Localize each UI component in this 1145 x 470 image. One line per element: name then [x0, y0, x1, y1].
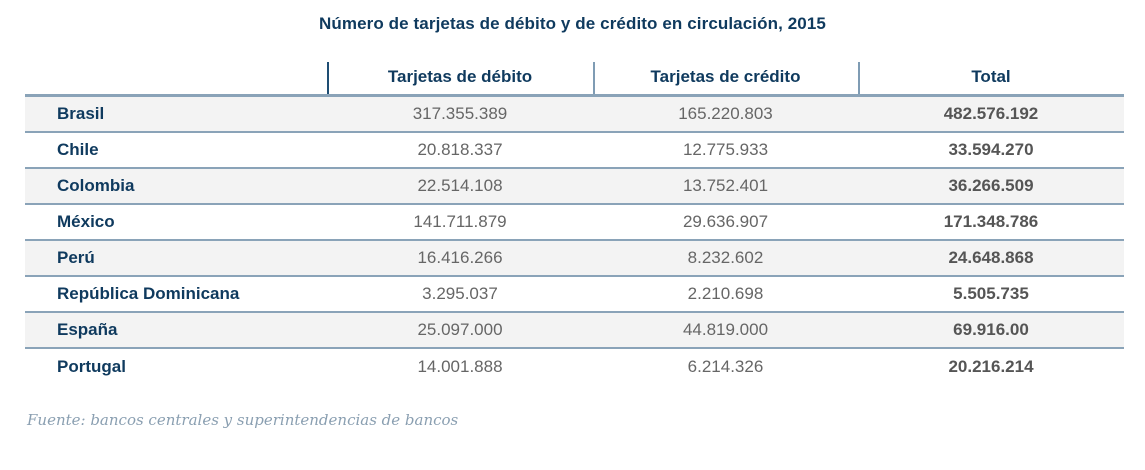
total-cell: 33.594.270	[948, 140, 1034, 159]
credit-cell: 44.819.000	[682, 320, 769, 339]
table-title: Número de tarjetas de débito y de crédit…	[319, 14, 826, 33]
total-cell: 5.505.735	[953, 284, 1029, 303]
total-cell: 171.348.786	[943, 212, 1039, 231]
debit-cell: 25.097.000	[417, 320, 503, 339]
country-cell: Chile	[57, 140, 99, 159]
total-cell: 69.916.00	[953, 320, 1029, 339]
total-cell: 482.576.192	[943, 104, 1039, 123]
header-country	[25, 62, 327, 94]
debit-cell: 20.818.337	[417, 140, 503, 159]
credit-cell: 29.636.907	[682, 212, 769, 231]
table-row: Colombia 22.514.108 13.752.401 36.266.50…	[25, 169, 1124, 205]
credit-cell: 8.232.602	[687, 248, 764, 267]
debit-cell: 22.514.108	[417, 176, 503, 195]
header-debit: Tarjetas de débito	[387, 67, 533, 86]
header-credit: Tarjetas de crédito	[650, 67, 801, 86]
debit-cell: 14.001.888	[417, 357, 503, 376]
total-cell: 20.216.214	[948, 357, 1034, 376]
debit-cell: 3.295.037	[422, 284, 498, 303]
debit-cell: 16.416.266	[417, 248, 503, 267]
table-row: Perú 16.416.266 8.232.602 24.648.868	[25, 241, 1124, 277]
header-total: Total	[971, 67, 1011, 86]
source-note: Fuente: bancos centrales y superintenden…	[27, 411, 459, 429]
credit-cell: 2.210.698	[687, 284, 764, 303]
table-row: República Dominicana 3.295.037 2.210.698…	[25, 277, 1124, 313]
table-row: México 141.711.879 29.636.907 171.348.78…	[25, 205, 1124, 241]
credit-cell: 12.775.933	[682, 140, 769, 159]
table-row: Chile 20.818.337 12.775.933 33.594.270	[25, 133, 1124, 169]
table-row: Portugal 14.001.888 6.214.326 20.216.214	[25, 349, 1124, 385]
country-cell: República Dominicana	[57, 284, 240, 303]
total-cell: 24.648.868	[948, 248, 1034, 267]
table-header-row: Tarjetas de débito Tarjetas de crédito T…	[25, 62, 1124, 97]
debit-cell: 317.355.389	[412, 104, 508, 123]
credit-cell: 6.214.326	[687, 357, 764, 376]
cards-table: Tarjetas de débito Tarjetas de crédito T…	[25, 62, 1124, 385]
total-cell: 36.266.509	[948, 176, 1034, 195]
country-cell: México	[57, 212, 115, 231]
credit-cell: 13.752.401	[682, 176, 769, 195]
country-cell: Portugal	[57, 357, 126, 376]
country-cell: Perú	[57, 248, 95, 267]
credit-cell: 165.220.803	[678, 104, 773, 123]
table-row: España 25.097.000 44.819.000 69.916.00	[25, 313, 1124, 349]
country-cell: Brasil	[57, 104, 105, 123]
country-cell: España	[57, 320, 118, 339]
country-cell: Colombia	[57, 176, 135, 195]
table-row: Brasil 317.355.389 165.220.803 482.576.1…	[25, 97, 1124, 133]
debit-cell: 141.711.879	[413, 212, 507, 231]
